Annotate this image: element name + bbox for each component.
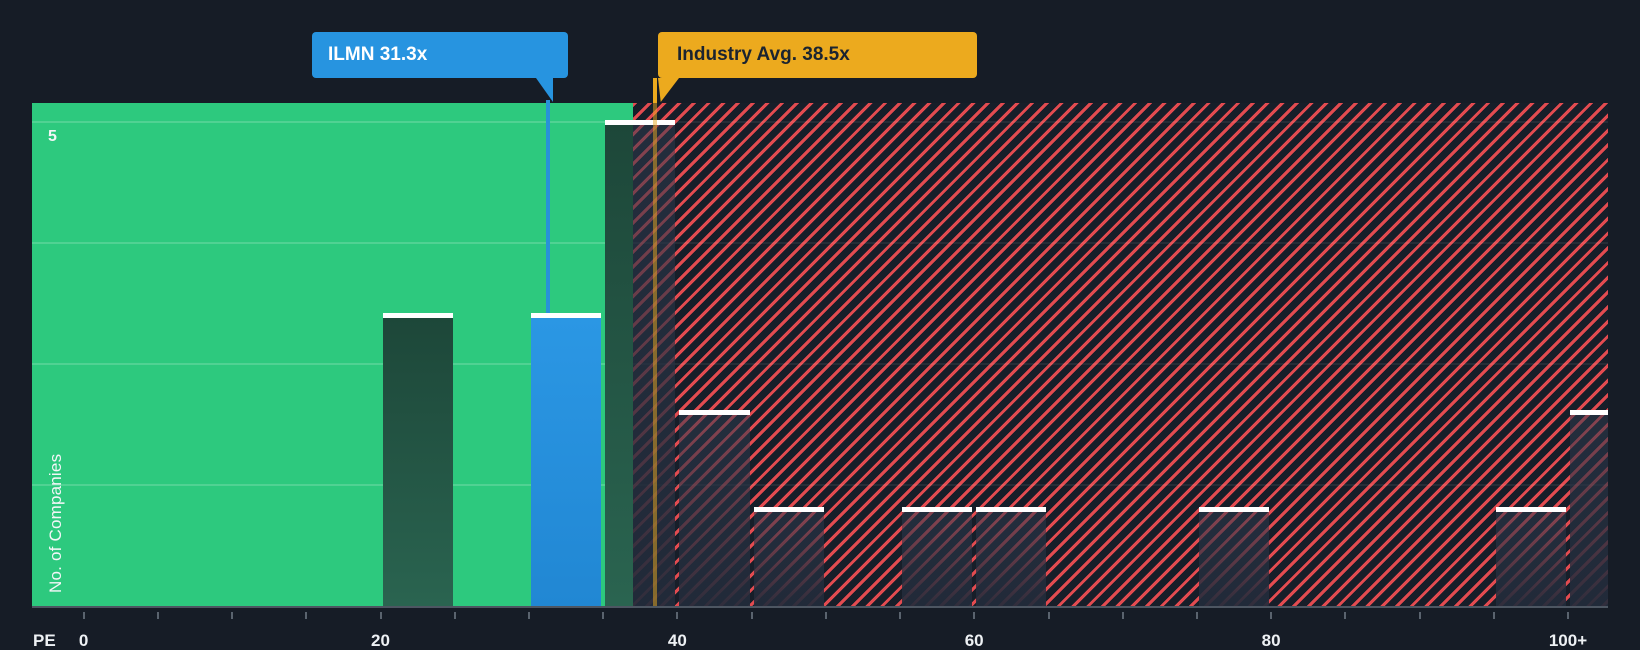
gridline [32, 241, 633, 244]
x-axis-label: 20 [371, 631, 390, 650]
x-axis-tick [824, 612, 827, 619]
x-axis-tick [973, 612, 976, 619]
x-axis-label: 100+ [1548, 631, 1588, 650]
bar-top-highlight [382, 313, 453, 319]
gridline [632, 241, 1608, 244]
x-axis-label: 80 [1261, 631, 1281, 650]
x-axis-tick [82, 612, 85, 619]
histogram-bar[interactable] [605, 124, 633, 606]
x-axis-tick [1344, 612, 1347, 619]
industry-avg-marker-line [653, 78, 658, 103]
x-axis-tick [453, 612, 456, 619]
histogram-bar[interactable] [1570, 415, 1608, 606]
bar-top-highlight [679, 410, 750, 416]
x-axis-line [32, 606, 1608, 608]
x-axis-tick [676, 612, 679, 619]
industry-avg-marker-line [653, 103, 658, 606]
histogram-bar[interactable] [902, 512, 973, 606]
x-axis-tick [1270, 612, 1273, 619]
bar-top-highlight [902, 507, 973, 513]
x-axis-tick [899, 612, 901, 619]
histogram-bar[interactable] [382, 318, 453, 606]
bar-top-highlight [753, 507, 824, 513]
red-hatched-valuation-zone [632, 103, 1608, 606]
ilmn-tooltip[interactable]: ILMN 31.3x [312, 32, 568, 78]
y-axis-tick-label: 5 [48, 128, 57, 145]
gridline [632, 483, 1608, 486]
bar-top-highlight [605, 119, 676, 125]
x-axis-tick [156, 612, 159, 619]
bar-top-highlight [976, 507, 1047, 513]
gridline [32, 362, 633, 365]
industry-tooltip[interactable]: Industry Avg. 38.5x [658, 32, 977, 78]
x-axis-tick [750, 612, 753, 619]
x-axis-tick [1418, 612, 1421, 619]
histogram-bar[interactable] [976, 512, 1047, 606]
x-axis-tick [602, 612, 605, 619]
x-axis-title: PE [33, 631, 56, 650]
histogram-bar[interactable] [1198, 512, 1270, 606]
x-axis-tick [1047, 612, 1050, 619]
histogram-bar[interactable] [679, 415, 750, 606]
x-axis-tick [1567, 612, 1569, 619]
x-axis-label: 60 [964, 631, 984, 650]
x-axis-tick [379, 612, 382, 619]
x-axis-tick [527, 612, 530, 619]
bar-top-highlight [530, 313, 602, 319]
ilmn-marker-line [546, 100, 551, 314]
gridline [632, 120, 1608, 123]
bar-top-highlight [1198, 507, 1270, 513]
gridline [32, 483, 633, 486]
histogram-bar[interactable] [753, 512, 824, 606]
x-axis-label: 40 [667, 631, 687, 650]
x-axis-tick [1121, 612, 1124, 619]
x-axis-tick [1492, 612, 1495, 619]
x-axis-tick [231, 612, 233, 619]
histogram-bar[interactable] [530, 318, 602, 606]
x-axis-label: 0 [78, 631, 89, 650]
bar-top-highlight [1570, 410, 1608, 416]
x-axis-tick [1195, 612, 1198, 619]
y-axis-title: No. of Companies [46, 453, 65, 593]
gridline [32, 120, 633, 123]
gridline [632, 362, 1608, 365]
bar-top-highlight [1495, 507, 1566, 513]
histogram-bar[interactable] [1495, 512, 1566, 606]
x-axis-tick [305, 612, 308, 619]
